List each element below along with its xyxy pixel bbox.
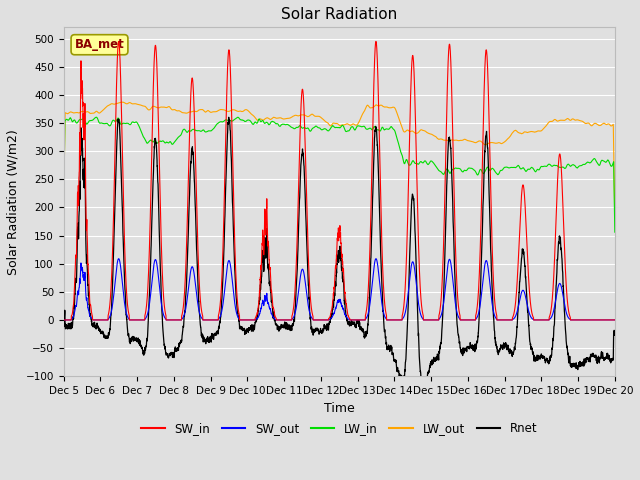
SW_out <box>159 309 166 315</box>
Legend: SW_in, SW_out, LW_in, LW_out, Rnet: SW_in, SW_out, LW_in, LW_out, Rnet <box>136 418 542 440</box>
LW_in <box>494 172 502 178</box>
Title: Solar Radiation: Solar Radiation <box>281 7 397 22</box>
LW_in <box>611 229 619 235</box>
Y-axis label: Solar Radiation (W/m2): Solar Radiation (W/m2) <box>7 129 20 275</box>
LW_in <box>92 114 100 120</box>
SW_out <box>319 317 326 323</box>
LW_out <box>159 104 166 110</box>
SW_out <box>433 317 440 323</box>
LW_out <box>494 140 502 145</box>
SW_out <box>463 317 470 323</box>
Line: SW_in: SW_in <box>63 41 615 320</box>
SW_out <box>494 317 502 323</box>
Rnet <box>420 383 428 389</box>
Rnet <box>611 329 618 335</box>
Rnet <box>433 355 440 361</box>
SW_in <box>60 317 67 323</box>
LW_out <box>433 134 440 140</box>
LW_in <box>159 138 166 144</box>
Line: SW_out: SW_out <box>63 259 615 320</box>
SW_out <box>611 317 619 323</box>
SW_in <box>115 38 122 44</box>
LW_out <box>611 176 618 181</box>
Text: BA_met: BA_met <box>75 38 124 51</box>
Rnet <box>611 330 619 336</box>
SW_in <box>494 317 502 323</box>
LW_out <box>118 99 126 105</box>
SW_out <box>115 256 122 262</box>
X-axis label: Time: Time <box>324 401 355 415</box>
Line: Rnet: Rnet <box>63 117 615 386</box>
LW_out <box>319 116 326 122</box>
Line: LW_out: LW_out <box>63 102 615 218</box>
LW_in <box>60 217 67 223</box>
SW_in <box>159 280 166 286</box>
LW_in <box>433 164 440 170</box>
LW_in <box>463 168 470 173</box>
LW_in <box>319 127 326 132</box>
Rnet <box>225 114 232 120</box>
SW_out <box>611 317 618 323</box>
SW_out <box>60 317 67 323</box>
Rnet <box>319 329 326 335</box>
Rnet <box>494 351 502 357</box>
SW_in <box>611 317 619 323</box>
Line: LW_in: LW_in <box>63 117 615 232</box>
LW_out <box>463 137 470 143</box>
Rnet <box>60 326 67 332</box>
SW_in <box>433 317 440 323</box>
Rnet <box>463 348 471 354</box>
LW_in <box>611 190 618 196</box>
SW_in <box>463 317 470 323</box>
Rnet <box>159 323 166 328</box>
LW_out <box>611 215 619 221</box>
LW_out <box>60 209 67 215</box>
SW_in <box>319 317 326 323</box>
SW_in <box>611 317 618 323</box>
